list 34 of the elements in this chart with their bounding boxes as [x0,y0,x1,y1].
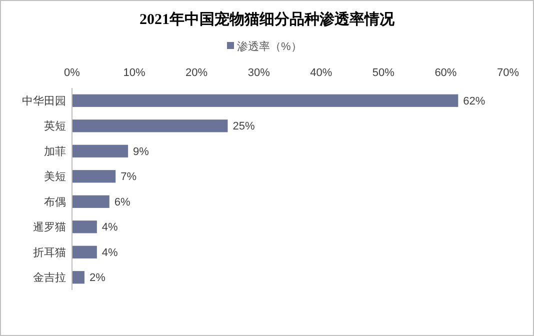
bar [72,170,116,183]
bar [72,120,228,132]
y-tick-label: 美短 [44,170,66,184]
bar [72,144,128,158]
y-tick-label: 金吉拉 [33,271,66,284]
text: 6% [114,196,130,208]
bar [72,271,84,284]
chart-title: 2021年中国宠物猫细分品种渗透率情况 [140,10,396,28]
x-tick-label: 20% [186,67,208,79]
y-tick-label: 英短 [44,120,66,133]
text: 9% [133,146,149,158]
x-tick-label: 30% [248,67,270,79]
bar [72,246,97,258]
x-tick-label: 70% [496,67,520,79]
x-tick-label: 60% [434,67,457,79]
bar [72,220,97,234]
text: 2% [89,272,106,284]
text: 4% [102,246,118,259]
x-tick-label: 0% [64,67,80,79]
text: 25% [232,120,255,133]
y-tick-label: 暹罗猫 [33,222,66,234]
x-tick-label: 50% [372,67,395,79]
text: 7% [120,171,137,184]
y-tick-label: 折耳猫 [33,246,66,259]
bar [72,94,458,107]
text: 62% [463,95,486,108]
y-tick-label: 加菲 [44,144,66,158]
y-tick-label: 布偶 [44,196,66,208]
x-tick-label: 40% [310,67,332,79]
bar [72,195,110,208]
x-tick-label: 10% [123,67,146,79]
legend-label: 渗透率（%） [237,40,302,53]
text: 4% [102,222,118,234]
y-tick-label: 中华田园 [22,94,66,108]
